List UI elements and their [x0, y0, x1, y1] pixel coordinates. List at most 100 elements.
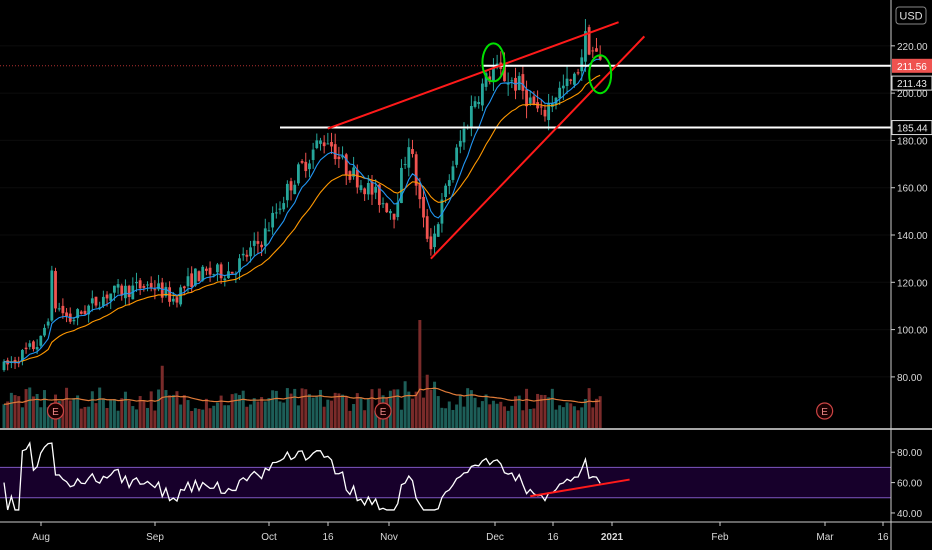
- candle: [267, 230, 271, 232]
- volume-bar: [274, 390, 278, 428]
- volume-bar: [164, 390, 168, 428]
- volume-bar: [201, 409, 205, 428]
- candle: [39, 335, 43, 346]
- candle: [109, 293, 113, 301]
- volume-bar: [539, 394, 543, 428]
- candle: [308, 163, 311, 170]
- volume-bar: [179, 404, 183, 428]
- volume-bar: [260, 397, 264, 428]
- volume-bar: [414, 391, 418, 428]
- volume-bar: [6, 401, 10, 428]
- volume-bar: [142, 400, 146, 428]
- price-tick-label: 100.00: [897, 326, 928, 337]
- candle: [197, 271, 201, 282]
- volume-bar: [101, 398, 105, 428]
- candle: [135, 281, 138, 284]
- volume-bar: [429, 389, 433, 428]
- candle: [433, 233, 436, 248]
- volume-bar: [28, 387, 32, 428]
- ema-fast-line: [3, 58, 601, 364]
- volume-bar: [510, 405, 514, 428]
- volume-bar: [168, 395, 172, 428]
- candle: [293, 184, 297, 195]
- volume-bar: [484, 394, 488, 428]
- volume-bar: [547, 397, 551, 428]
- candle: [462, 128, 466, 143]
- volume-bar: [326, 399, 330, 428]
- price-tick-label: 160.00: [897, 184, 928, 195]
- volume-bar: [267, 398, 271, 428]
- candle: [344, 154, 348, 175]
- candle: [46, 321, 50, 326]
- candle: [113, 285, 116, 293]
- candle: [477, 102, 481, 105]
- volume-bar: [572, 406, 576, 428]
- candle: [429, 236, 433, 250]
- volume-bar: [491, 400, 495, 428]
- ema-slow-line: [3, 74, 601, 363]
- volume-bar: [289, 393, 293, 428]
- candle: [76, 309, 79, 319]
- time-tick-label: 16: [322, 532, 334, 543]
- volume-bar: [558, 405, 562, 428]
- volume-bar: [9, 392, 13, 428]
- candle: [414, 154, 418, 186]
- candle: [506, 83, 510, 85]
- volume-bar: [425, 374, 429, 428]
- volume-bar: [410, 398, 414, 428]
- volume-bar: [105, 407, 109, 428]
- candle: [72, 319, 76, 322]
- volume-bar: [182, 395, 186, 428]
- volume-bar: [127, 400, 131, 428]
- volume-bar: [370, 389, 374, 428]
- volume-bar: [322, 406, 326, 428]
- volume-bar: [433, 381, 437, 428]
- volume-bar: [451, 409, 455, 428]
- candle: [447, 180, 451, 186]
- candle: [532, 96, 536, 106]
- candle: [407, 147, 411, 168]
- volume-bar: [204, 398, 208, 428]
- candle: [440, 199, 444, 224]
- candle: [573, 73, 576, 85]
- price-tags: 211.56 211.43 185.44: [891, 58, 932, 136]
- candle: [127, 285, 131, 298]
- volume-bar: [532, 408, 536, 428]
- trend-line: [327, 21, 619, 130]
- candle: [245, 254, 249, 257]
- candle: [32, 341, 35, 350]
- volume-bar: [24, 389, 28, 428]
- time-tick-label: Sep: [146, 532, 164, 543]
- volume-bar: [341, 394, 345, 428]
- candle: [422, 196, 425, 218]
- volume-bar: [352, 404, 356, 428]
- earnings-marker: E: [46, 402, 65, 420]
- volume-bar: [565, 402, 569, 428]
- volume-bar: [488, 404, 492, 428]
- candle: [285, 183, 289, 201]
- candle: [322, 142, 326, 147]
- candle: [352, 167, 355, 177]
- volume-bar: [112, 399, 116, 428]
- candle: [24, 347, 28, 350]
- volume-bar: [330, 400, 334, 428]
- candle: [521, 74, 525, 91]
- volume-bar: [171, 394, 175, 428]
- candle: [171, 298, 175, 302]
- volume-bar: [138, 396, 142, 428]
- candle: [403, 164, 407, 166]
- candle: [230, 271, 234, 274]
- earnings-circle: [46, 402, 65, 420]
- volume-bar: [499, 401, 503, 428]
- volume-bar: [90, 391, 94, 428]
- volume-bar: [480, 401, 484, 428]
- volume-bar: [458, 395, 462, 428]
- currency-button[interactable]: USD: [895, 6, 927, 25]
- rsi-pane: [0, 428, 932, 511]
- volume-bar: [396, 389, 400, 428]
- volume-bar: [190, 410, 194, 428]
- candle: [333, 144, 337, 160]
